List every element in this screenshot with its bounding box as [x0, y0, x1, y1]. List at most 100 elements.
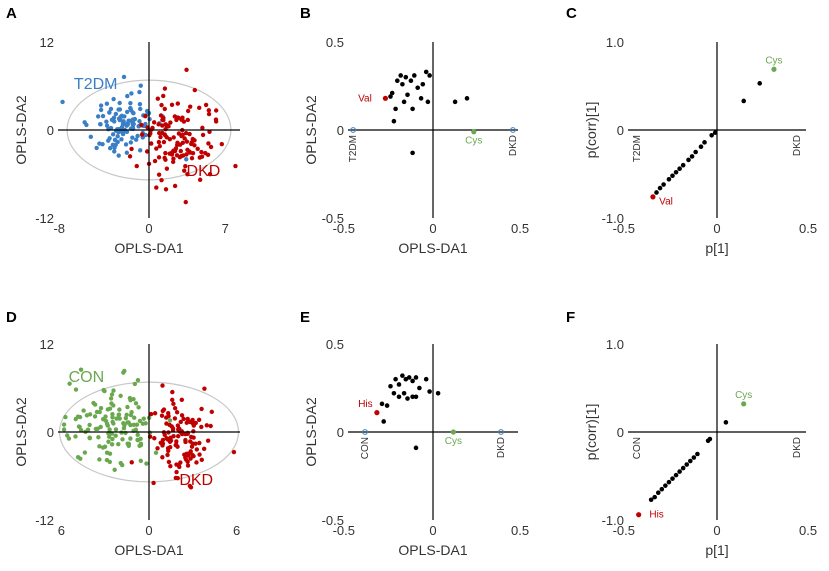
x-axis-title: OPLS-DA1 — [398, 542, 467, 558]
data-point — [163, 122, 168, 127]
data-point — [182, 168, 187, 173]
data-point — [110, 142, 116, 148]
data-point — [137, 118, 142, 124]
data-point — [135, 377, 141, 383]
data-point — [170, 389, 175, 395]
data-point — [185, 431, 190, 437]
data-point — [174, 462, 179, 467]
highlight-point — [741, 401, 747, 407]
x-tick-label: 0 — [713, 221, 720, 236]
data-point — [110, 436, 115, 442]
data-point — [81, 408, 86, 413]
data-point — [118, 393, 123, 399]
data-point — [171, 401, 176, 407]
data-point — [410, 394, 415, 400]
data-point — [185, 416, 190, 422]
data-point — [164, 436, 169, 441]
data-point — [120, 130, 126, 136]
data-point — [406, 375, 412, 380]
data-point — [185, 463, 191, 468]
data-point — [189, 434, 194, 440]
data-point — [172, 148, 178, 154]
data-point — [194, 447, 200, 452]
data-point — [105, 423, 110, 428]
data-point — [169, 102, 175, 108]
data-point — [178, 419, 183, 425]
data-point — [67, 381, 72, 386]
data-point — [160, 123, 165, 128]
data-point — [75, 414, 81, 419]
data-point — [106, 439, 111, 444]
y-tick-label: 0 — [337, 425, 344, 440]
data-point — [197, 177, 203, 182]
data-point — [408, 78, 414, 84]
data-point — [111, 96, 116, 102]
data-point — [189, 155, 195, 161]
data-point — [400, 81, 405, 87]
data-point — [156, 172, 162, 177]
data-point — [124, 412, 129, 418]
data-point — [209, 409, 215, 415]
y-axis-title: OPLS-DA2 — [13, 397, 29, 466]
data-point — [130, 135, 135, 140]
data-point — [170, 428, 176, 433]
data-point — [741, 98, 746, 104]
data-point — [427, 389, 432, 394]
data-point — [133, 137, 139, 142]
data-point — [689, 154, 695, 159]
data-point — [205, 152, 211, 158]
panel-c: C Val Cys T2DM DKD -0.5 0 0.5 1.0 0 -1.0 p[1] p(corr… — [566, 5, 817, 256]
data-point — [654, 190, 659, 195]
panel-label: D — [6, 309, 17, 326]
data-point — [423, 69, 429, 75]
data-point — [82, 120, 87, 125]
data-point — [680, 162, 686, 168]
data-point — [403, 74, 409, 80]
data-point — [111, 421, 116, 426]
data-point — [677, 469, 682, 474]
data-point — [187, 149, 192, 154]
data-point — [60, 99, 65, 105]
data-point — [160, 383, 165, 388]
endpoint-label: T2DM — [632, 135, 643, 162]
data-point — [207, 129, 212, 135]
data-point — [202, 386, 207, 391]
data-point — [413, 394, 419, 400]
data-point — [171, 156, 176, 161]
data-point — [166, 448, 171, 453]
data-point — [75, 455, 81, 460]
x-axis-title: OPLS-DA1 — [398, 240, 467, 256]
data-point — [233, 163, 238, 169]
data-point — [190, 441, 195, 446]
data-point — [104, 457, 110, 463]
data-point — [107, 427, 112, 432]
data-point — [157, 130, 162, 136]
data-point — [171, 135, 176, 140]
data-point — [673, 472, 679, 478]
data-point — [213, 119, 219, 124]
data-point — [122, 423, 127, 428]
data-point — [61, 427, 67, 432]
x-tick-label: -0.5 — [333, 221, 355, 236]
data-point — [183, 130, 189, 136]
data-point — [97, 457, 102, 462]
x-tick-label: 0.5 — [799, 523, 817, 538]
data-point — [187, 131, 192, 137]
data-point — [96, 435, 101, 440]
data-point — [183, 457, 189, 462]
data-point — [124, 129, 130, 135]
data-point — [129, 409, 134, 415]
data-point — [135, 432, 140, 438]
data-point — [98, 103, 104, 108]
data-point — [180, 140, 185, 146]
data-point — [126, 118, 131, 123]
highlight-label: Cys — [735, 390, 752, 401]
data-point — [698, 144, 704, 150]
y-axis-title: OPLS-DA2 — [303, 95, 319, 164]
highlight-label: Val — [659, 196, 673, 207]
endpoint-label: DKD — [792, 135, 803, 156]
data-point — [208, 144, 214, 150]
data-point — [195, 146, 200, 152]
data-point — [129, 460, 134, 465]
data-point — [116, 107, 121, 112]
